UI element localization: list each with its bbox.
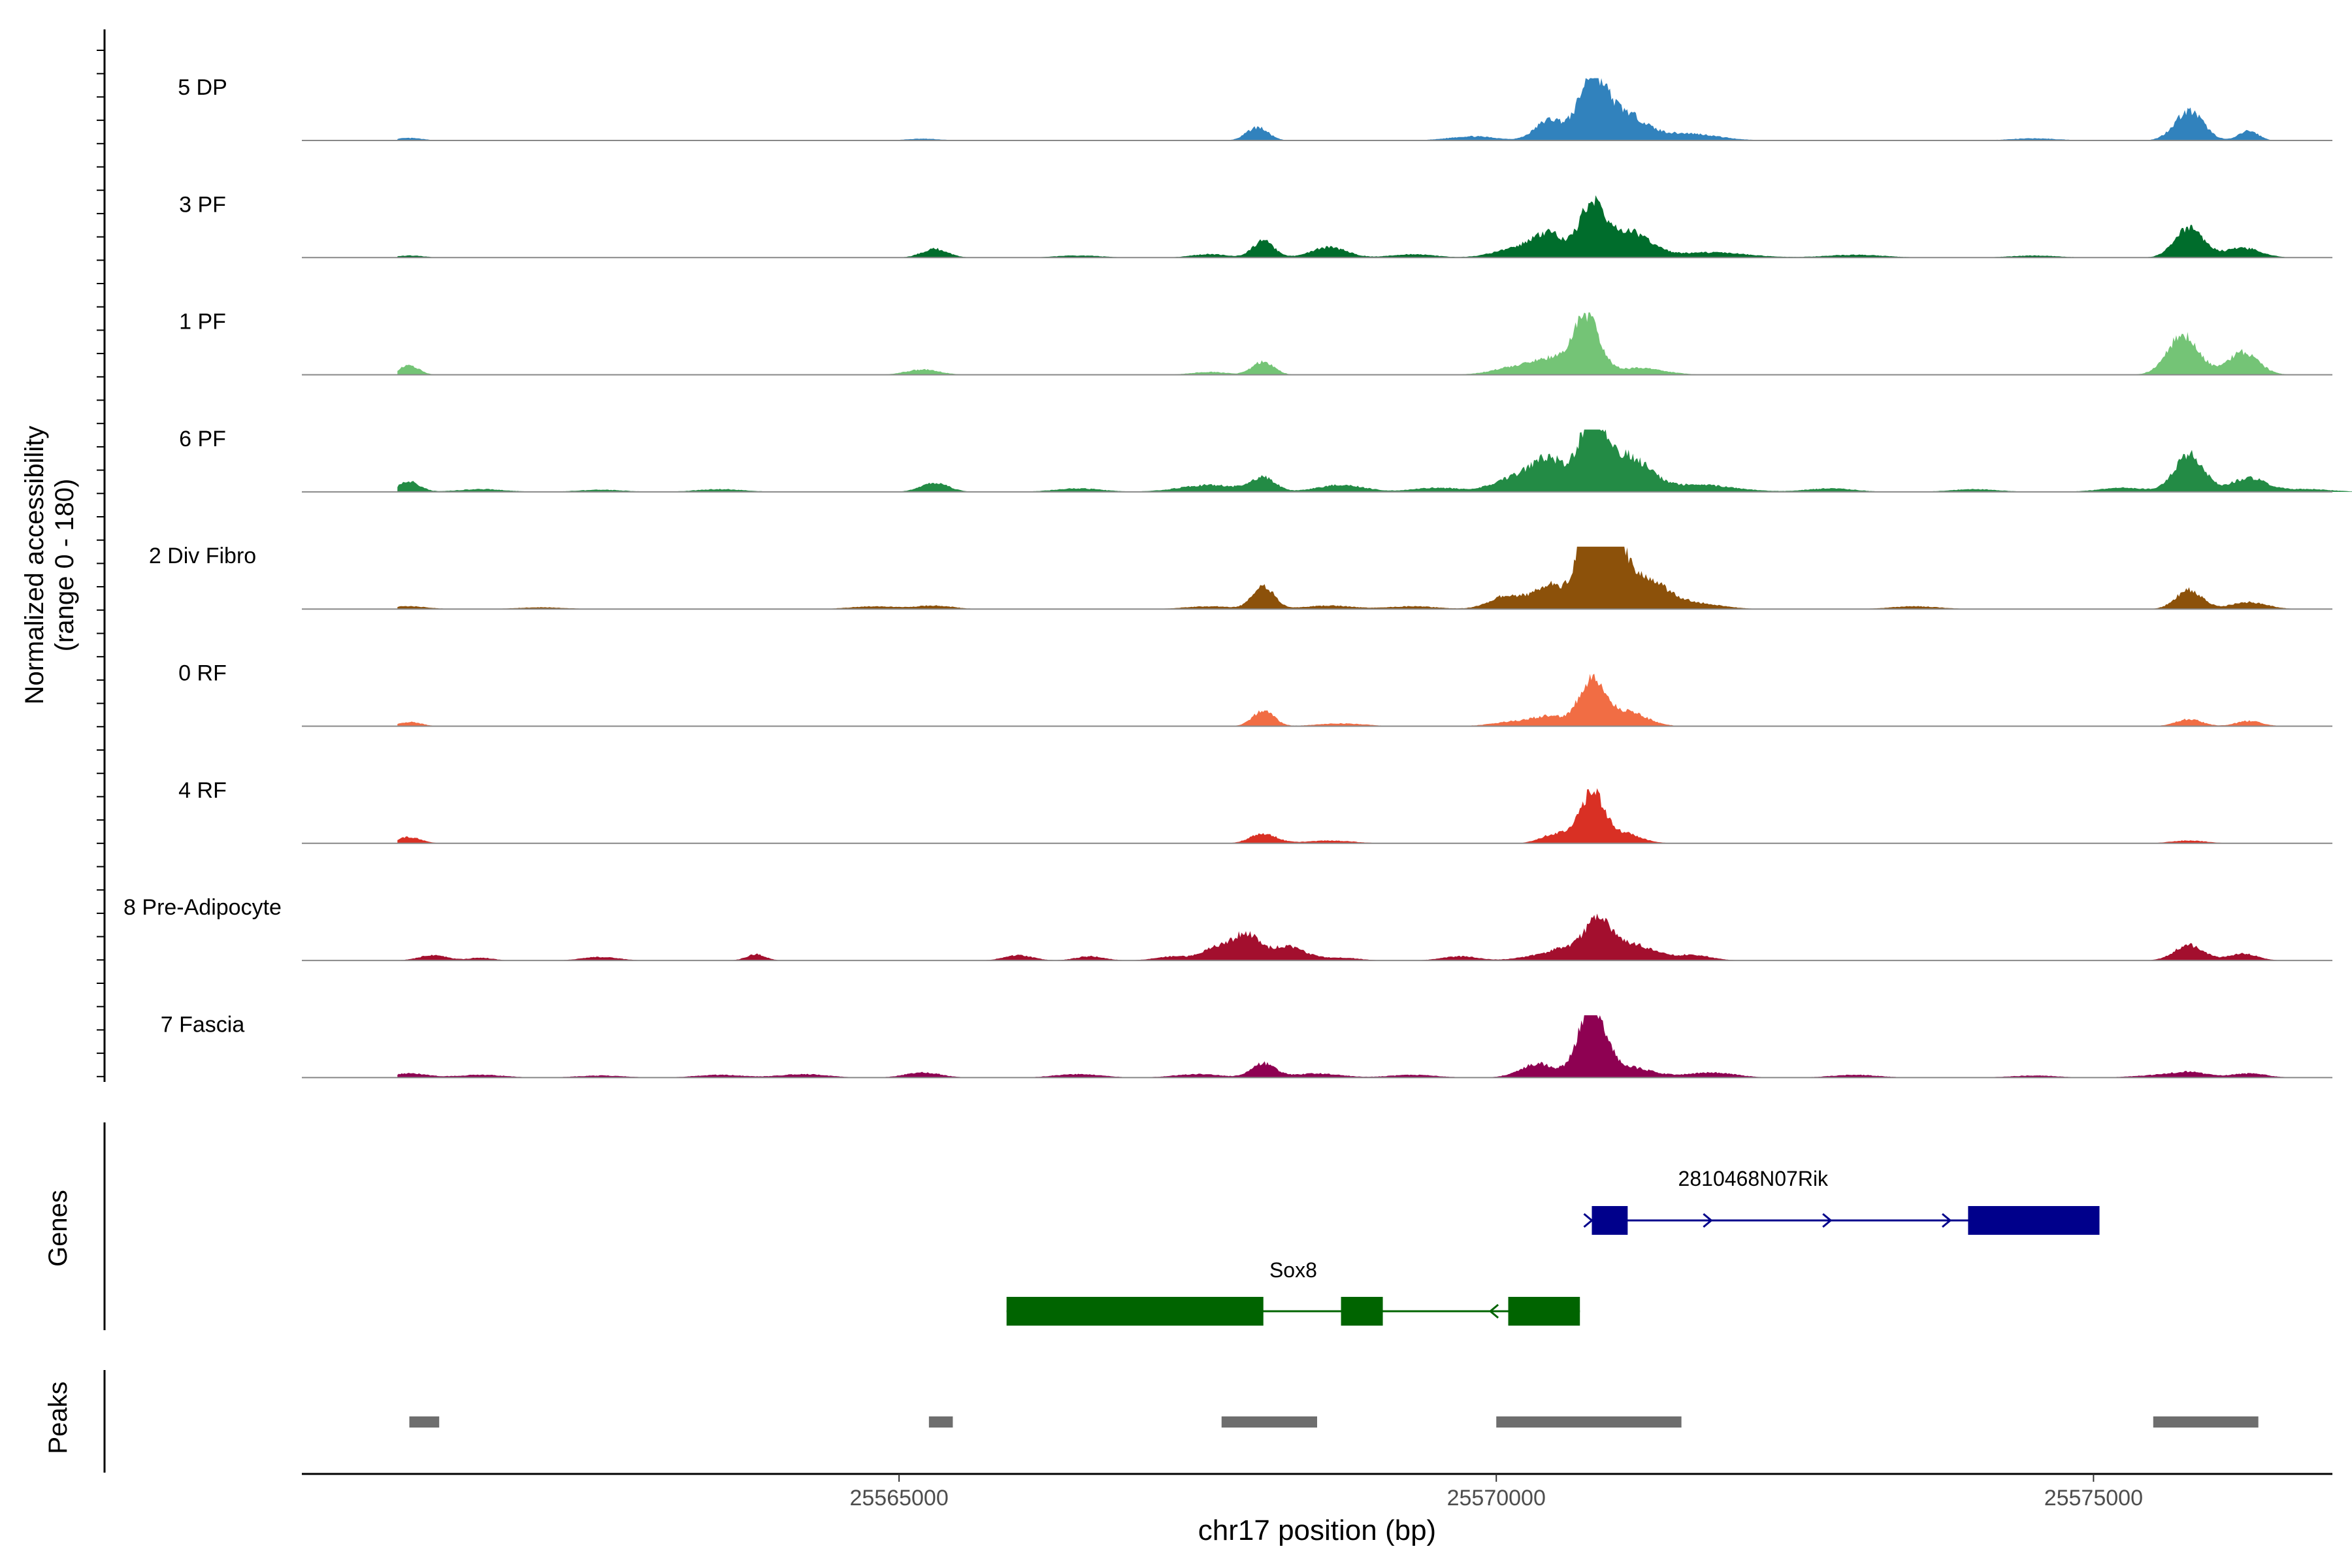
peak-region <box>1221 1416 1317 1428</box>
gene-label: 2810468N07Rik <box>1678 1167 1829 1190</box>
track-label: 4 RF <box>178 778 227 803</box>
track-label: 1 PF <box>179 310 226 335</box>
coverage-area <box>397 546 2352 610</box>
strand-arrow <box>1822 1213 1833 1228</box>
gene-2810468n07rik: 2810468N07Rik <box>1583 1167 2100 1235</box>
coverage-area <box>397 195 2352 258</box>
coverage-area <box>397 312 2352 375</box>
x-axis-title: chr17 position (bp) <box>1198 1514 1436 1546</box>
gene-exon <box>1006 1297 1264 1326</box>
strand-arrow <box>1488 1303 1499 1319</box>
track-label: 7 Fascia <box>161 1012 245 1037</box>
y-axis-range: (range 0 - 180) <box>50 479 79 652</box>
peaks-layer <box>409 1416 2259 1428</box>
strand-arrow <box>1703 1213 1713 1228</box>
genes-label: Genes <box>44 1190 73 1267</box>
gene-sox8: Sox8 <box>1006 1258 1580 1326</box>
coverage-area <box>397 674 2352 727</box>
track-2: 3 PF <box>179 192 2352 259</box>
track-8: 8 Pre-Adipocyte <box>123 895 2352 962</box>
track-label: 2 Div Fibro <box>149 544 256 568</box>
tracks-layer: 5 DP 3 PF 1 PF 6 PF 2 Div Fibro 0 RF 4 RF 8 Pre… <box>123 75 2352 1079</box>
x-tick-label: 25570000 <box>1447 1486 1546 1511</box>
axes-layer: 25565000 25570000 25575000 <box>97 29 2332 1511</box>
track-5: 2 Div Fibro <box>149 544 2352 610</box>
track-label: 6 PF <box>179 427 226 451</box>
track-label: 8 Pre-Adipocyte <box>123 895 282 920</box>
gene-exon <box>1592 1206 1628 1235</box>
coverage-area <box>397 78 2352 140</box>
track-label: 0 RF <box>178 661 227 686</box>
y-axis-title: Normalized accessibility <box>20 426 49 705</box>
gene-exon <box>1968 1206 2100 1235</box>
track-3: 1 PF <box>179 310 2352 376</box>
genes-layer: 2810468N07Rik Sox8 <box>1006 1167 2100 1326</box>
strand-arrow <box>1583 1213 1593 1228</box>
gene-exon <box>1341 1297 1383 1326</box>
track-1: 5 DP <box>178 75 2352 141</box>
x-tick-label: 25575000 <box>2044 1486 2143 1511</box>
x-tick-label: 25565000 <box>849 1486 948 1511</box>
track-7: 4 RF <box>178 778 2352 844</box>
track-4: 6 PF <box>179 427 2352 493</box>
peaks-label: Peaks <box>44 1381 73 1454</box>
strand-arrow <box>1942 1213 1952 1228</box>
peak-region <box>2153 1416 2259 1428</box>
track-label: 3 PF <box>179 192 226 217</box>
track-6: 0 RF <box>178 661 2352 727</box>
gene-label: Sox8 <box>1269 1258 1317 1282</box>
track-label: 5 DP <box>178 75 227 100</box>
peak-region <box>1496 1416 1682 1428</box>
gene-exon <box>1508 1297 1580 1326</box>
peak-region <box>928 1416 953 1428</box>
coverage-area <box>397 1015 2352 1078</box>
peak-region <box>409 1416 440 1428</box>
coverage-area <box>397 429 2352 492</box>
track-9: 7 Fascia <box>161 1012 2352 1079</box>
coverage-area <box>397 913 2352 961</box>
coverage-area <box>397 788 2352 843</box>
